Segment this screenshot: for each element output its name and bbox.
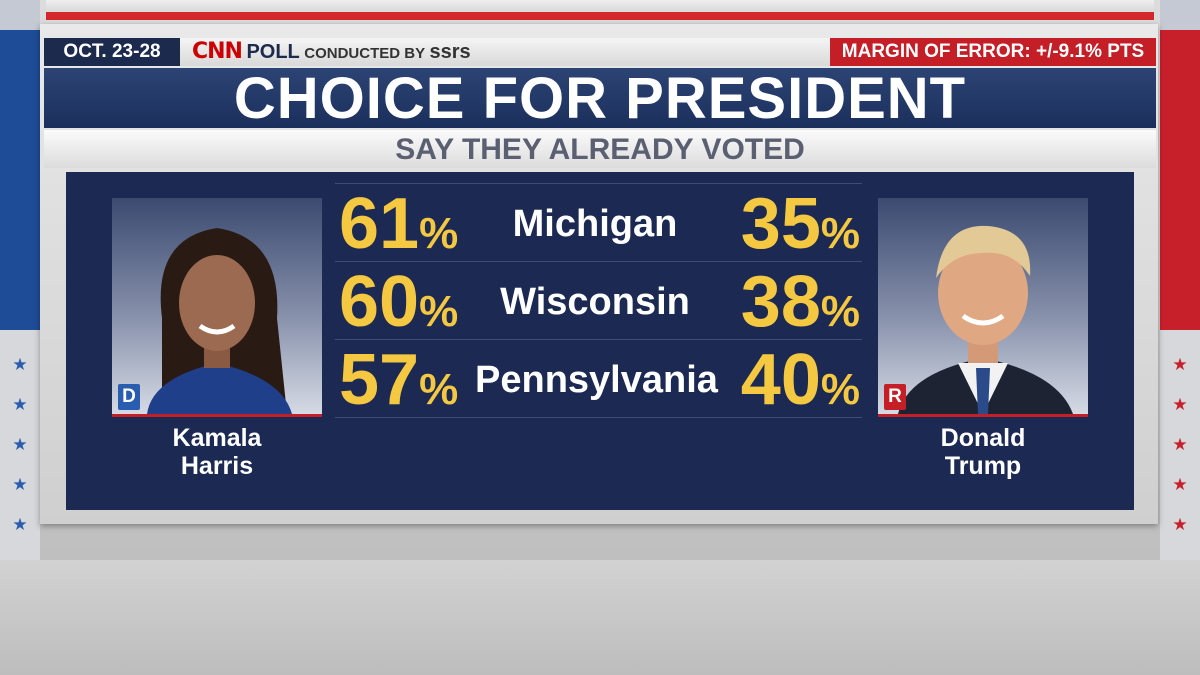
candidate-portrait-right — [898, 225, 1073, 414]
top-accent-bar — [46, 0, 1154, 10]
poll-label: POLL — [246, 41, 300, 63]
candidate-photo-right: R — [878, 198, 1088, 417]
left-percentage: 60% — [339, 262, 459, 342]
candidate-portrait-left — [147, 228, 292, 414]
left-percentage: 57% — [339, 340, 459, 420]
star-icons-left: ★ ★ ★ ★ ★ — [12, 355, 28, 534]
state-name: Wisconsin — [500, 281, 690, 323]
star-icons-right: ★ ★ ★ ★ ★ — [1172, 355, 1188, 534]
result-row: 60% Wisconsin 38% — [335, 261, 862, 342]
result-row: 57% Pennsylvania 40% — [335, 339, 862, 420]
graphic-subtitle: SAY THEY ALREADY VOTED — [44, 130, 1156, 168]
candidate-last-name-right: Trump — [944, 452, 1022, 480]
party-tag-republican: R — [884, 384, 906, 410]
left-percentage: 61% — [339, 184, 459, 264]
state-name: Pennsylvania — [475, 359, 718, 401]
graphic-title: CHOICE FOR PRESIDENT — [44, 68, 1156, 130]
right-percentage: 40% — [740, 340, 860, 420]
right-percentage: 35% — [740, 184, 860, 264]
candidate-first-name-right: Donald — [940, 424, 1026, 452]
candidate-name-left: Kamala Harris — [112, 424, 322, 480]
candidate-first-name-left: Kamala — [172, 424, 262, 452]
poll-info-bar: OCT. 23-28 CNN POLL CONDUCTED BY ssrs MA… — [44, 38, 1156, 66]
party-tag-democrat: D — [118, 384, 140, 410]
cnn-logo: CNN — [192, 39, 243, 64]
candidate-last-name-left: Harris — [180, 452, 254, 480]
poll-date: OCT. 23-28 — [44, 38, 180, 66]
conducted-by-label: CONDUCTED BY — [304, 45, 426, 62]
state-name: Michigan — [512, 203, 678, 245]
candidate-photo-left: D — [112, 198, 322, 417]
studio-floor — [0, 560, 1200, 675]
result-row: 61% Michigan 35% — [335, 183, 862, 264]
pollster-logo: ssrs — [429, 41, 471, 63]
left-side-banner: ★ ★ ★ ★ ★ — [0, 0, 40, 560]
candidate-name-right: Donald Trump — [878, 424, 1088, 480]
right-side-banner: ★ ★ ★ ★ ★ — [1160, 0, 1200, 560]
top-red-stripe — [46, 12, 1154, 20]
right-percentage: 38% — [740, 262, 860, 342]
poll-source: CNN POLL CONDUCTED BY ssrs — [192, 38, 471, 66]
results-table: 61% Michigan 35% 60% Wisconsin 38% 57% P… — [335, 183, 862, 420]
margin-of-error: MARGIN OF ERROR: +/-9.1% PTS — [830, 38, 1156, 66]
